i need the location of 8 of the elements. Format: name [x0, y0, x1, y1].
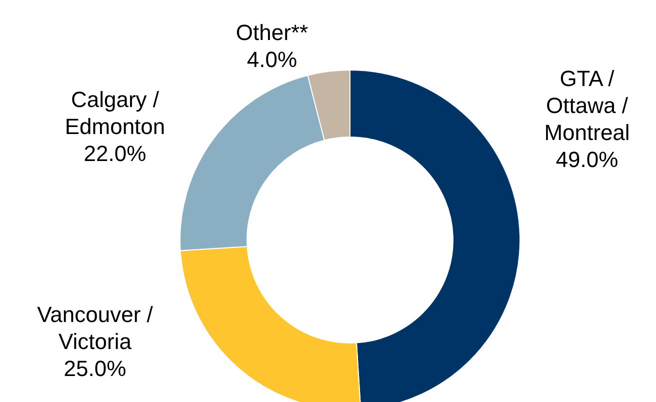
slice-label: Vancouver / Victoria: [37, 302, 154, 354]
data-label: 25.0%: [64, 356, 126, 381]
slice-label: Calgary / Edmonton: [64, 87, 166, 139]
data-label: 49.0%: [556, 147, 618, 172]
data-label: 22.0%: [84, 141, 146, 166]
slice-label: Other**: [236, 20, 309, 45]
slice-label: GTA / Ottawa / Montreal: [544, 66, 630, 145]
data-label: 4.0%: [246, 47, 298, 72]
